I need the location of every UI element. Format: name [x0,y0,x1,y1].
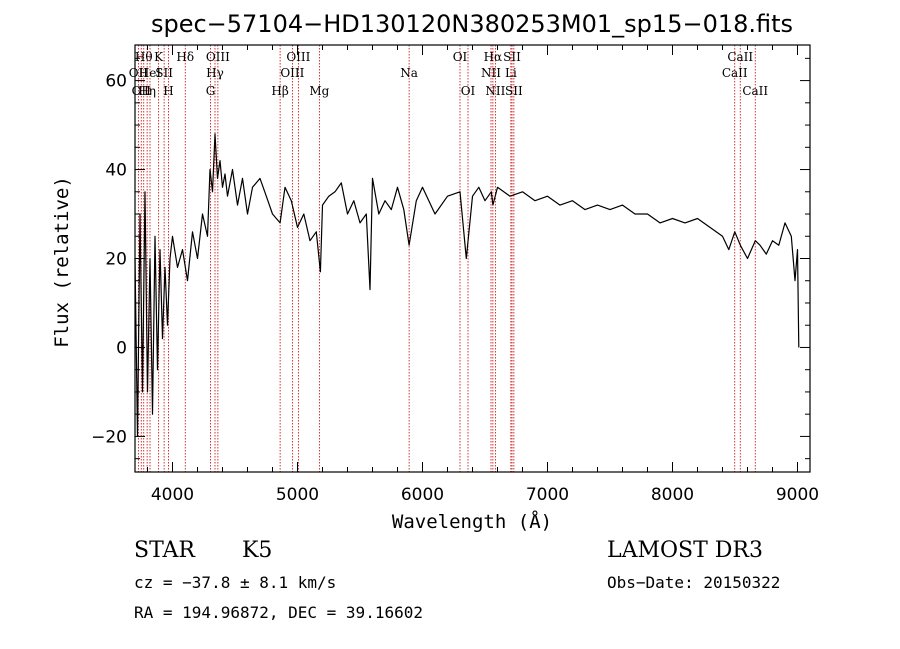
line-marker-label: Hθ [135,50,153,64]
y-axis-label: Flux (relative) [51,176,73,348]
spectral-line-labels: OII OII Hθ Hη HeI K SII H Hδ G Hγ OIII Hβ OIII OIII Mg N… [129,50,769,98]
x-tick-label: 8000 [651,485,694,505]
chart-title: spec−57104−HD130120N380253M01_sp15−018.f… [151,10,793,38]
spectrum-line [134,133,800,437]
x-axis-label: Wavelength (Å) [392,510,552,533]
spectral-line-markers [137,45,756,472]
line-marker-label: CaII [742,84,768,98]
y-tick-label: 20 [105,250,127,270]
line-marker-label: NII [485,84,505,98]
line-marker-label: Hβ [271,84,288,98]
redshift-value: cz = −37.8 ± 8.1 km/s [134,573,337,592]
line-marker-label: G [206,84,216,98]
line-marker-label: CaII [722,66,748,80]
line-marker-label: SII [155,66,173,80]
line-marker-label: H [163,84,173,98]
object-subclass: K5 [242,538,273,563]
line-marker-label: SII [503,50,521,64]
x-tick-label: 6000 [401,485,444,505]
line-marker-label: Hγ [206,66,224,80]
line-marker-label: CaII [727,50,753,64]
observation-date: Obs−Date: 20150322 [607,573,781,592]
line-marker-label: OI [461,84,476,98]
object-class: STAR [134,538,195,563]
y-tick-label: 40 [105,161,127,181]
line-marker-label: Hδ [176,50,194,64]
line-marker-label: Li [505,66,517,80]
x-tick-label: 5000 [276,485,319,505]
y-tick-label: 0 [116,338,127,358]
line-marker-label: OI [453,50,468,64]
y-tick-label: 60 [105,72,127,92]
line-marker-label: K [154,50,164,64]
line-marker-label: SII [505,84,523,98]
line-marker-label: Mg [309,84,329,98]
line-marker-label: OIII [286,50,310,64]
coordinates: RA = 194.96872, DEC = 39.16602 [134,603,423,622]
x-tick-label: 4000 [151,485,194,505]
line-marker-label: OII [129,66,149,80]
plot-frame [134,44,811,473]
line-marker-label: OIII [280,66,304,80]
line-marker-label: OII [132,84,152,98]
y-tick-label: −20 [91,427,127,447]
survey-name: LAMOST DR3 [607,538,763,563]
line-marker-label: Hα [484,50,503,64]
line-marker-label: OIII [206,50,230,64]
x-tick-label: 9000 [776,485,819,505]
line-marker-label: HeI [139,66,162,80]
line-marker-label: NII [481,66,501,80]
x-tick-label: 7000 [526,485,569,505]
y-axis-ticks: −20 0 20 40 60 [91,57,810,460]
line-marker-label: Na [400,66,418,80]
line-marker-label: Hη [138,84,156,98]
x-axis-ticks: 4000 5000 6000 7000 8000 9000 [147,45,819,505]
